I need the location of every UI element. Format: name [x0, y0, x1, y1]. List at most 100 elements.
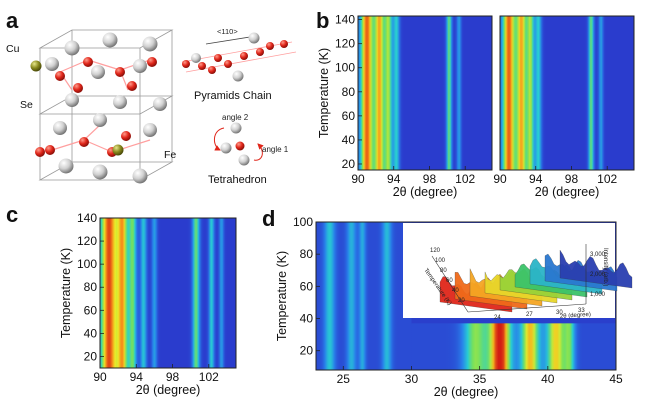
x-tick-label: 94	[529, 172, 543, 186]
inset-tick: 1,000	[590, 292, 606, 298]
se-atom	[142, 36, 158, 52]
y-tick-label: 80	[300, 247, 314, 261]
tetrahedron-drawing	[214, 122, 264, 166]
fe-atom	[35, 147, 45, 157]
y-tick-label: 80	[342, 85, 356, 99]
pyramids-chain-drawing: <110>	[181, 27, 297, 82]
x-axis-label: 2θ (degree)	[434, 385, 499, 399]
inset-tick: 80	[440, 268, 447, 274]
x-axis-label: 2θ (degree)	[136, 383, 201, 397]
x-tick-label: 98	[565, 172, 579, 186]
inset-ridge	[559, 249, 633, 289]
se-atoms	[45, 32, 167, 184]
heatmap-fill	[358, 16, 492, 170]
se-atom	[91, 65, 105, 79]
y-tick-label: 100	[77, 257, 97, 271]
panel-a: a	[6, 8, 297, 186]
x-axis-label: 2θ (degree)	[393, 185, 458, 199]
se-atom	[113, 95, 127, 109]
se-atom	[45, 57, 59, 71]
fe-atom	[73, 83, 83, 93]
angle2-label: angle 2	[222, 113, 249, 122]
inset-tick: 2,000	[590, 272, 606, 278]
x-tick-label: 94	[387, 172, 401, 186]
y-tick-label: 20	[84, 349, 98, 363]
y-tick-label: 100	[335, 61, 355, 75]
y-tick-label: 140	[335, 13, 355, 27]
x-tick-label: 98	[166, 370, 180, 384]
inset-tick: 3,000	[590, 252, 606, 258]
cu-atom	[30, 60, 42, 72]
inset-tick: 40	[452, 288, 459, 294]
plot-frame	[99, 217, 237, 369]
se-atom	[153, 97, 167, 111]
x-tick-label: 98	[423, 172, 437, 186]
heatmap-region-high-angle	[411, 323, 616, 370]
panel-a-label: a	[6, 8, 19, 33]
y-tick-label: 140	[77, 211, 97, 225]
y-tick-label: 40	[84, 326, 98, 340]
inset-zlabel: Intensity (arb.)	[602, 248, 608, 286]
y-tick-label: 60	[84, 303, 98, 317]
fe-atom	[83, 57, 93, 67]
x-tick-label: 40	[541, 372, 555, 386]
se-atom	[143, 123, 157, 137]
se-atom	[133, 59, 147, 73]
y-axis-label: Temperature (K)	[59, 248, 73, 338]
inset-tick: 60	[446, 278, 453, 284]
inset-tick: 120	[430, 248, 441, 254]
panel-d-label: d	[262, 206, 275, 231]
pyramids-chain-label: Pyramids Chain	[194, 90, 272, 102]
x-tick-label: 90	[493, 172, 507, 186]
se-atom	[64, 40, 80, 56]
heatmap-fill	[100, 218, 236, 368]
x-tick-label: 90	[93, 370, 107, 384]
y-tick-label: 100	[293, 215, 313, 229]
y-tick-label: 120	[335, 37, 355, 51]
chart-c: 90 94 98 102 20 40 60 80 100 120 140 2θ (degree) Tem…	[59, 211, 237, 397]
x-tick-label: 30	[405, 372, 419, 386]
inset-axes	[431, 244, 587, 313]
inset-tick: 24	[494, 315, 501, 321]
heatmap-region-low-angle	[316, 222, 412, 370]
fe-atom	[45, 145, 55, 155]
tetrahedron-label: Tetrahedron	[208, 174, 267, 186]
x-tick-label: 35	[473, 372, 487, 386]
unit-cell-frame	[38, 29, 174, 181]
panel-c-label: c	[6, 202, 18, 227]
y-axis-label: Temperature (K)	[317, 48, 331, 138]
heatmap-fill	[500, 16, 634, 170]
y-axis-label: Temperature (K)	[275, 251, 289, 341]
fe-atom	[55, 71, 65, 81]
chart-b-left: 90 94 98 102 20 40 60 80 100 120 140 2θ (degree) Tem…	[317, 13, 493, 199]
se-atom	[58, 158, 74, 174]
panel-b-label: b	[316, 8, 329, 33]
x-axis-label: 2θ (degree)	[535, 185, 600, 199]
fe-atom	[147, 57, 157, 67]
inset-tick: 20	[458, 298, 465, 304]
y-tick-label: 20	[342, 157, 356, 171]
se-atom	[92, 164, 108, 180]
fe-atom	[121, 131, 131, 141]
se-atom	[53, 121, 67, 135]
x-tick-label: 90	[351, 172, 365, 186]
se-atom	[93, 113, 107, 127]
x-tick-label: 94	[130, 370, 144, 384]
x-tick-label: 25	[337, 372, 351, 386]
fe-atom	[115, 67, 125, 77]
inset-tick: 100	[435, 258, 446, 264]
x-tick-label: 45	[609, 372, 623, 386]
se-atom	[102, 32, 118, 48]
se-atom	[65, 93, 79, 107]
fe-atoms	[35, 57, 157, 157]
se-label: Se	[20, 99, 33, 111]
plot-frame	[357, 15, 493, 171]
x-tick-label: 102	[199, 370, 219, 384]
inset-surface	[439, 249, 633, 313]
inset-3d-plot: 120 100 80 60 40 20 24 27 30 33 1,000 2,…	[403, 223, 633, 321]
se-atom	[132, 168, 148, 184]
inset-tick: 27	[526, 312, 533, 318]
inset-xlabel: 2θ (degree)	[560, 312, 591, 320]
